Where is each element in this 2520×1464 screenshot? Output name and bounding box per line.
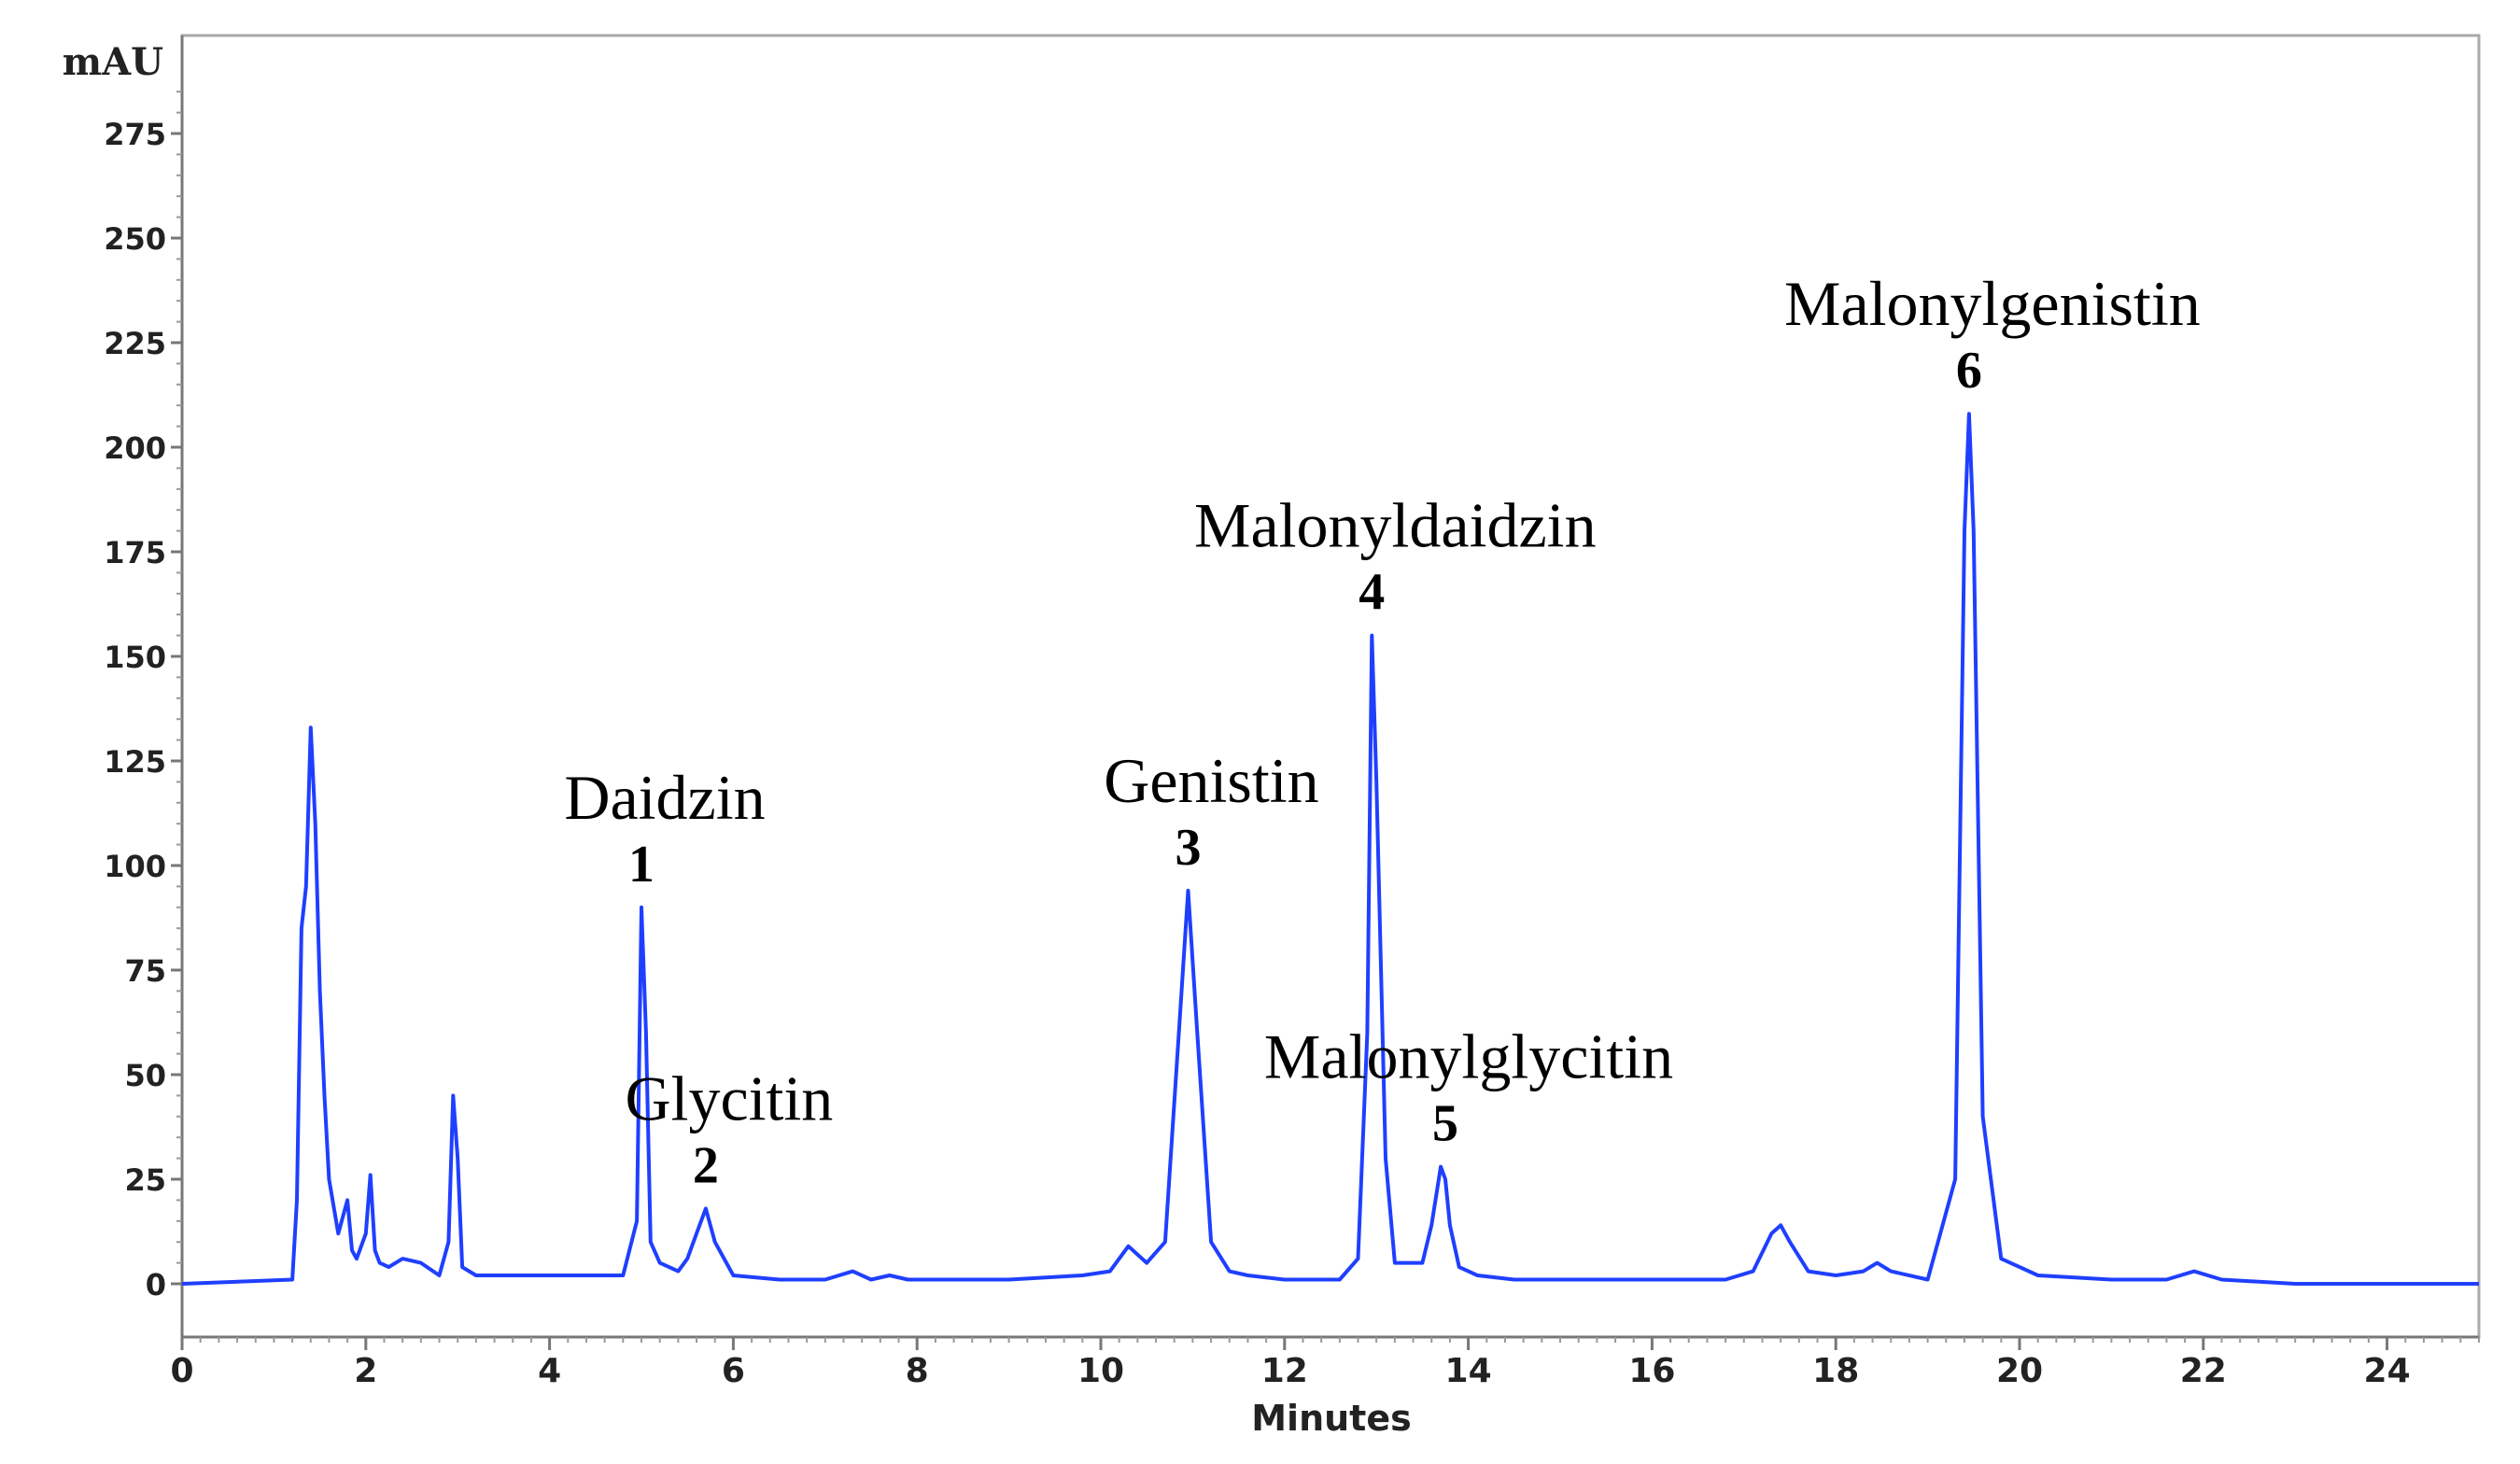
x-tick-label: 12 bbox=[1261, 1352, 1308, 1390]
x-tick-label: 20 bbox=[1996, 1352, 2043, 1390]
y-tick-label: 250 bbox=[104, 221, 166, 257]
peak-name-label: Malonylgenistin bbox=[1784, 268, 2201, 339]
x-tick-label: 16 bbox=[1628, 1352, 1675, 1390]
x-axis: 0 2 4 6 8 10 12 14 16 18 20 22 24 bbox=[170, 1337, 2480, 1390]
peak-number-label: 6 bbox=[1956, 342, 1982, 400]
x-tick-label: 8 bbox=[906, 1352, 929, 1390]
x-axis-label: Minutes bbox=[1251, 1398, 1412, 1439]
y-tick-label: 150 bbox=[104, 640, 166, 675]
peak-number-label: 2 bbox=[693, 1136, 719, 1194]
peak-name-label: Malonylglycitin bbox=[1264, 1021, 1673, 1092]
y-tick-label: 275 bbox=[104, 117, 166, 152]
plot-frame bbox=[180, 34, 2481, 1339]
peak-number-label: 3 bbox=[1175, 819, 1201, 877]
x-tick-label: 6 bbox=[722, 1352, 745, 1390]
y-tick-label: 175 bbox=[104, 535, 166, 570]
y-tick-label: 200 bbox=[104, 430, 166, 466]
y-tick-label: 100 bbox=[104, 849, 166, 884]
x-tick-label: 10 bbox=[1077, 1352, 1124, 1390]
x-tick-label: 2 bbox=[354, 1352, 377, 1390]
x-tick-label: 0 bbox=[170, 1352, 193, 1390]
x-tick-label: 4 bbox=[538, 1352, 561, 1390]
x-tick-label: 18 bbox=[1812, 1352, 1859, 1390]
y-tick-label: 0 bbox=[146, 1267, 166, 1302]
x-tick-label: 22 bbox=[2180, 1352, 2227, 1390]
peak-number-label: 1 bbox=[628, 836, 655, 894]
chromatogram-trace bbox=[181, 412, 2479, 1286]
peak-name-label: Glycitin bbox=[625, 1063, 833, 1133]
peak-number-label: 4 bbox=[1359, 564, 1385, 622]
x-tick-label: 24 bbox=[2364, 1352, 2411, 1390]
y-tick-label: 50 bbox=[124, 1058, 166, 1093]
y-axis: 0 25 50 75 100 125 150 175 200 225 250 275 bbox=[104, 91, 182, 1302]
y-axis-unit-label: mAU bbox=[63, 40, 163, 84]
peak-name-label: Genistin bbox=[1104, 745, 1318, 816]
y-tick-label: 225 bbox=[104, 326, 166, 361]
trace-line bbox=[181, 412, 2479, 1286]
y-tick-label: 125 bbox=[104, 744, 166, 780]
peak-name-label: Malonyldaidzin bbox=[1194, 490, 1597, 561]
y-tick-label: 25 bbox=[124, 1162, 166, 1198]
peak-name-label: Daidzin bbox=[564, 762, 765, 833]
x-tick-label: 14 bbox=[1445, 1352, 1492, 1390]
peak-number-label: 5 bbox=[1432, 1095, 1458, 1153]
y-tick-label: 75 bbox=[124, 953, 166, 989]
